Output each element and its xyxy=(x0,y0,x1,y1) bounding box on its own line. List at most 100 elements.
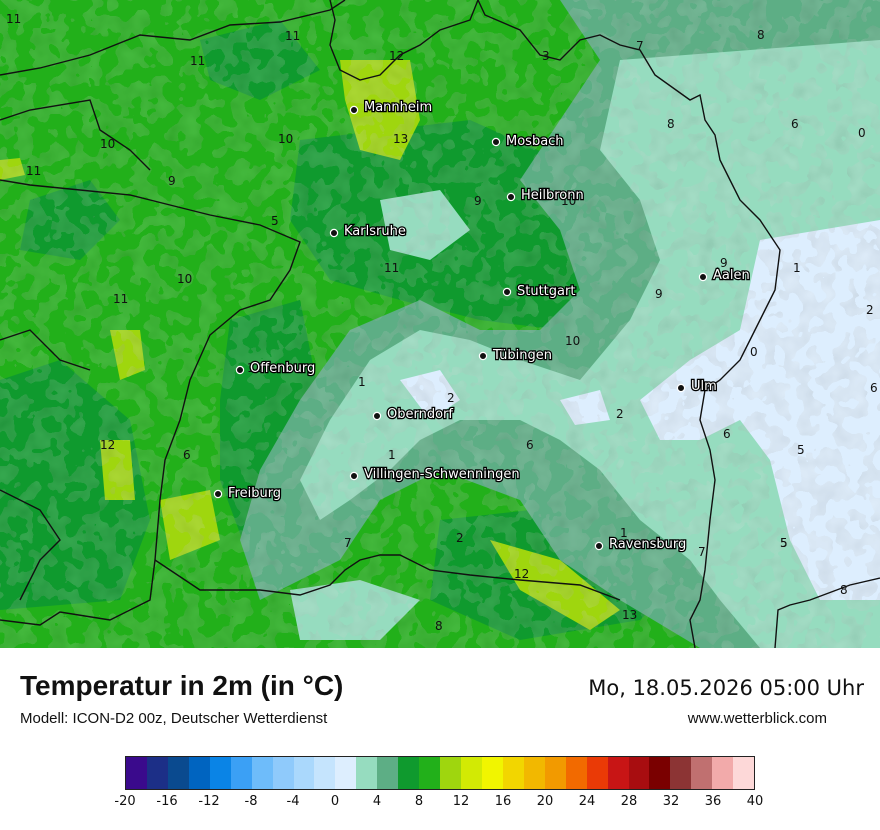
city-label: Oberndorf xyxy=(387,407,453,422)
legend-swatch xyxy=(544,757,566,789)
legend-swatch xyxy=(419,757,441,789)
legend-tick-label: -8 xyxy=(244,794,258,809)
contour-label: 9 xyxy=(474,194,482,208)
legend-swatch xyxy=(586,757,608,789)
legend-swatch xyxy=(126,757,147,789)
legend-swatch xyxy=(251,757,273,789)
color-legend-ticks: -20 -16 -12 -8 -4 0 4 8 12 16 20 24 28 32 36 40 xyxy=(114,794,763,814)
contour-label: 13 xyxy=(622,608,637,622)
legend-swatch xyxy=(335,757,357,789)
contour-label: 7 xyxy=(636,39,644,53)
legend-swatch xyxy=(167,757,189,789)
website-link[interactable]: www.wetterblick.com xyxy=(687,710,827,727)
contour-label: 10 xyxy=(177,272,192,286)
legend-swatch xyxy=(712,757,734,789)
legend-swatch xyxy=(377,757,399,789)
legend-tick-label: -4 xyxy=(286,794,300,809)
legend-swatch xyxy=(481,757,503,789)
contour-label: 10 xyxy=(561,194,576,208)
legend-swatch xyxy=(146,757,168,789)
field-texture xyxy=(0,0,880,648)
contour-label: 11 xyxy=(26,164,41,178)
contour-label: 2 xyxy=(866,303,874,317)
contour-label: 12 xyxy=(100,438,115,452)
legend-swatch xyxy=(440,757,461,789)
city-label: Mannheim xyxy=(364,100,432,115)
contour-label: 8 xyxy=(840,583,848,597)
contour-label: 11 xyxy=(113,292,128,306)
legend-swatch xyxy=(461,757,482,789)
contour-label: 9 xyxy=(168,174,176,188)
city-oberndorf: Oberndorf xyxy=(372,406,455,423)
city-mosbach: Mosbach xyxy=(491,133,565,150)
legend-swatch xyxy=(691,757,713,789)
contour-label: 1 xyxy=(388,448,396,462)
contour-label: 7 xyxy=(698,545,706,559)
city-aalen: Aalen xyxy=(698,267,751,284)
legend-swatch xyxy=(230,757,252,789)
city-mannheim: Mannheim xyxy=(349,99,433,116)
legend-swatch xyxy=(293,757,315,789)
contour-label: 0 xyxy=(858,126,866,140)
legend-swatch xyxy=(209,757,231,789)
legend-swatch xyxy=(523,757,545,789)
legend-swatch xyxy=(272,757,294,789)
legend-tick-label: 12 xyxy=(452,794,470,809)
color-legend xyxy=(125,756,755,790)
contour-label: 11 xyxy=(285,29,300,43)
map-title: Temperatur in 2m (in °C) xyxy=(20,670,344,701)
contour-label: 11 xyxy=(190,54,205,68)
contour-label: 8 xyxy=(435,619,443,633)
map-footer: Temperatur in 2m (in °C) Modell: ICON-D2… xyxy=(0,648,880,830)
legend-swatch xyxy=(188,757,210,789)
legend-tick-label: -12 xyxy=(198,794,220,809)
contour-label: 2 xyxy=(447,391,455,405)
legend-swatch xyxy=(565,757,587,789)
contour-label: 8 xyxy=(667,117,675,131)
contour-label: 2 xyxy=(616,407,624,421)
legend-swatch xyxy=(607,757,629,789)
legend-swatch xyxy=(314,757,336,789)
map-canvas: 11 11 12 11 3 7 8 8 6 0 10 10 13 9 9 10 … xyxy=(0,0,880,648)
city-label: Ulm xyxy=(691,379,717,394)
legend-tick-label: 0 xyxy=(330,794,340,809)
city-label: Villingen-Schwenningen xyxy=(364,467,520,482)
legend-tick-label: 36 xyxy=(704,794,722,809)
city-ravensburg: Ravensburg xyxy=(594,536,688,553)
contour-label: 10 xyxy=(100,137,115,151)
contour-label: 8 xyxy=(757,28,765,42)
city-label: Aalen xyxy=(713,268,750,283)
contour-label: 5 xyxy=(780,536,788,550)
city-tuebingen: Tübingen xyxy=(478,347,553,364)
contour-label: 1 xyxy=(358,375,366,389)
contour-label: 0 xyxy=(750,345,758,359)
city-label: Offenburg xyxy=(250,361,315,376)
contour-label: 9 xyxy=(720,256,728,270)
legend-swatch xyxy=(649,757,671,789)
legend-tick-label: 40 xyxy=(746,794,764,809)
contour-label: 12 xyxy=(503,349,518,363)
borders xyxy=(0,0,880,648)
legend-swatch xyxy=(628,757,650,789)
legend-tick-label: -20 xyxy=(114,794,136,809)
legend-tick-label: 32 xyxy=(662,794,680,809)
contour-label: 1 xyxy=(793,261,801,275)
temperature-map: 11 11 12 11 3 7 8 8 6 0 10 10 13 9 9 10 … xyxy=(0,0,880,649)
city-label: Ravensburg xyxy=(609,537,686,552)
city-label: Tübingen xyxy=(492,348,552,363)
contour-labels: 11 11 12 11 3 7 8 8 6 0 10 10 13 9 9 10 … xyxy=(6,12,878,633)
legend-swatch xyxy=(398,757,420,789)
contour-label: 1 xyxy=(620,526,628,540)
legend-tick-label: 28 xyxy=(620,794,638,809)
contour-label: 5 xyxy=(797,443,805,457)
city-villingen-schwenningen: Villingen-Schwenningen xyxy=(349,466,521,483)
city-stuttgart: Stuttgart xyxy=(502,283,577,300)
city-karlsruhe: Karlsruhe xyxy=(329,223,407,240)
legend-tick-label: 20 xyxy=(536,794,554,809)
city-label: Mosbach xyxy=(506,134,564,149)
contour-label: 6 xyxy=(526,438,534,452)
legend-swatch xyxy=(670,757,692,789)
contour-label: 9 xyxy=(655,287,663,301)
legend-tick-label: 8 xyxy=(414,794,424,809)
legend-swatch xyxy=(502,757,524,789)
